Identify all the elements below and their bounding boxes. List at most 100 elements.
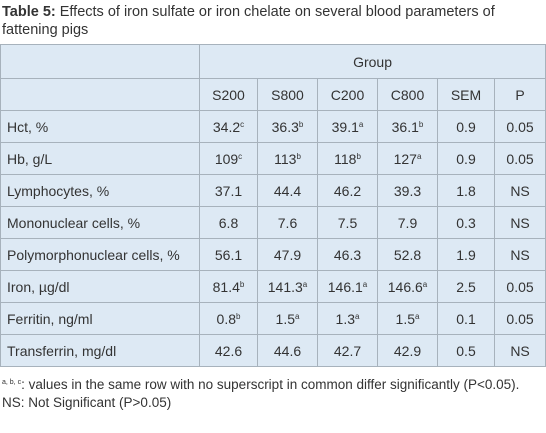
row-label: Transferrin, mg/dl [0,334,200,367]
corner-cell [0,78,200,111]
footnote-text: NS: Not Significant (P>0.05) [2,395,172,410]
table-cell: 0.1 [437,302,495,335]
table-cell: 42.9 [377,334,438,367]
table-row: Transferrin, mg/dl 42.6 44.6 42.7 42.9 0.5 NS [0,334,546,367]
row-label: Hb, g/L [0,142,200,175]
header-row: S200 S800 C200 C800 SEM P [0,78,546,111]
cell-superscript: a [415,311,420,321]
table-cell: 0.9 [437,110,495,143]
column-header: S200 [199,78,258,111]
table-cell: 0.05 [493,270,546,303]
table-cell: 2.5 [437,270,495,303]
table-row: Iron, µg/dl 81.4b 141.3a 146.1a 146.6a 2.5 0.0… [0,270,546,303]
table-cell: 36.3b [257,110,318,143]
cell-superscript: b [356,151,361,161]
cell-superscript: a [422,279,428,289]
cell-superscript: a [358,119,364,129]
cell-value: 109 [214,150,239,167]
cell-superscript: a [355,311,360,321]
table-cell: 1.9 [437,238,495,271]
table-cell: 0.3 [437,206,495,239]
table-cell: 47.9 [257,238,318,271]
caption-text: Effects of iron sulfate or iron chelate … [2,4,495,38]
caption-label: Table 5: [2,4,56,20]
table-cell: 146.6a [377,270,438,303]
cell-value: 36.3 [271,118,299,135]
table-row: Mononuclear cells, % 6.8 7.6 7.5 7.9 0.3 NS [0,206,546,239]
footnotes: a, b, c: values in the same row with no … [0,367,546,412]
cell-superscript: b [296,151,301,161]
row-label: Mononuclear cells, % [0,206,200,239]
cell-value: 118 [334,150,357,167]
cell-superscript: c [238,151,243,161]
table-cell: 44.4 [257,174,318,207]
cell-value: 39.1 [331,118,359,135]
cell-value: 113 [274,150,297,167]
row-label: Ferritin, ng/ml [0,302,200,335]
table-cell: 44.6 [257,334,318,367]
table-cell: 7.9 [377,206,438,239]
cell-superscript: b [239,279,245,289]
table-cell: 146.1a [317,270,378,303]
table-cell: 7.6 [257,206,318,239]
table-row: Lymphocytes, % 37.1 44.4 46.2 39.3 1.8 NS [0,174,546,207]
table-cell: 1.8 [437,174,495,207]
cell-value: 146.1 [327,278,363,295]
table-cell: 7.5 [317,206,378,239]
table-cell: 1.5a [257,302,318,335]
row-label: Polymorphonuclear cells, % [0,238,200,271]
table-cell: 141.3a [257,270,318,303]
header-row: Group [0,44,546,79]
table-row: Hb, g/L 109c 113b 118b 127a 0.9 0.05 [0,142,546,175]
table-cell: 109c [199,142,258,175]
table-cell: 0.05 [493,142,546,175]
cell-value: 36.1 [391,118,419,135]
cell-value: 81.4 [212,278,240,295]
cell-value: 141.3 [267,278,303,295]
cell-value: 146.6 [387,278,423,295]
cell-value: 127 [393,150,417,167]
table-cell: 42.7 [317,334,378,367]
table-cell: 118b [317,142,378,175]
cell-value: 1.3 [335,310,355,327]
row-label: Iron, µg/dl [0,270,200,303]
column-header: S800 [257,78,318,111]
table-cell: 0.05 [493,110,546,143]
row-label: Lymphocytes, % [0,174,200,207]
table-cell: 39.3 [377,174,438,207]
cell-superscript: a [416,151,422,161]
footnote: a, b, c: values in the same row with no … [2,376,544,394]
column-header: C200 [317,78,378,111]
table-cell: 0.05 [493,302,546,335]
table-cell: 1.3a [317,302,378,335]
column-header: P [493,78,546,111]
table-row: Ferritin, ng/ml 0.8b 1.5a 1.3a 1.5a 0.1 0.05 [0,302,546,335]
table-cell: 42.6 [199,334,258,367]
cell-value: 1.5 [275,310,295,327]
cell-superscript: b [236,311,241,321]
table-cell: 127a [377,142,438,175]
corner-cell [0,44,200,79]
table-cell: 0.8b [199,302,258,335]
table-row: Polymorphonuclear cells, % 56.1 47.9 46.3 52… [0,238,546,271]
cell-value: 34.2 [212,118,241,135]
table-row: Hct, % 34.2c 36.3b 39.1a 36.1b 0.9 0.05 [0,110,546,143]
table-cell: NS [493,206,546,239]
table-cell: 46.2 [317,174,378,207]
table-cell: NS [493,174,546,207]
table-caption: Table 5: Effects of iron sulfate or iron… [0,0,546,42]
table-cell: 1.5a [377,302,438,335]
cell-superscript: b [418,119,424,129]
table-cell: 52.8 [377,238,438,271]
table-cell: 0.5 [437,334,495,367]
table-cell: 36.1b [377,110,438,143]
cell-superscript: a [302,279,308,289]
table-cell: 113b [257,142,318,175]
cell-superscript: a [362,279,368,289]
footnote: NS: Not Significant (P>0.05) [2,394,544,412]
column-header: C800 [377,78,438,111]
column-header: SEM [437,78,495,111]
table-cell: 39.1a [317,110,378,143]
table-cell: NS [493,238,546,271]
